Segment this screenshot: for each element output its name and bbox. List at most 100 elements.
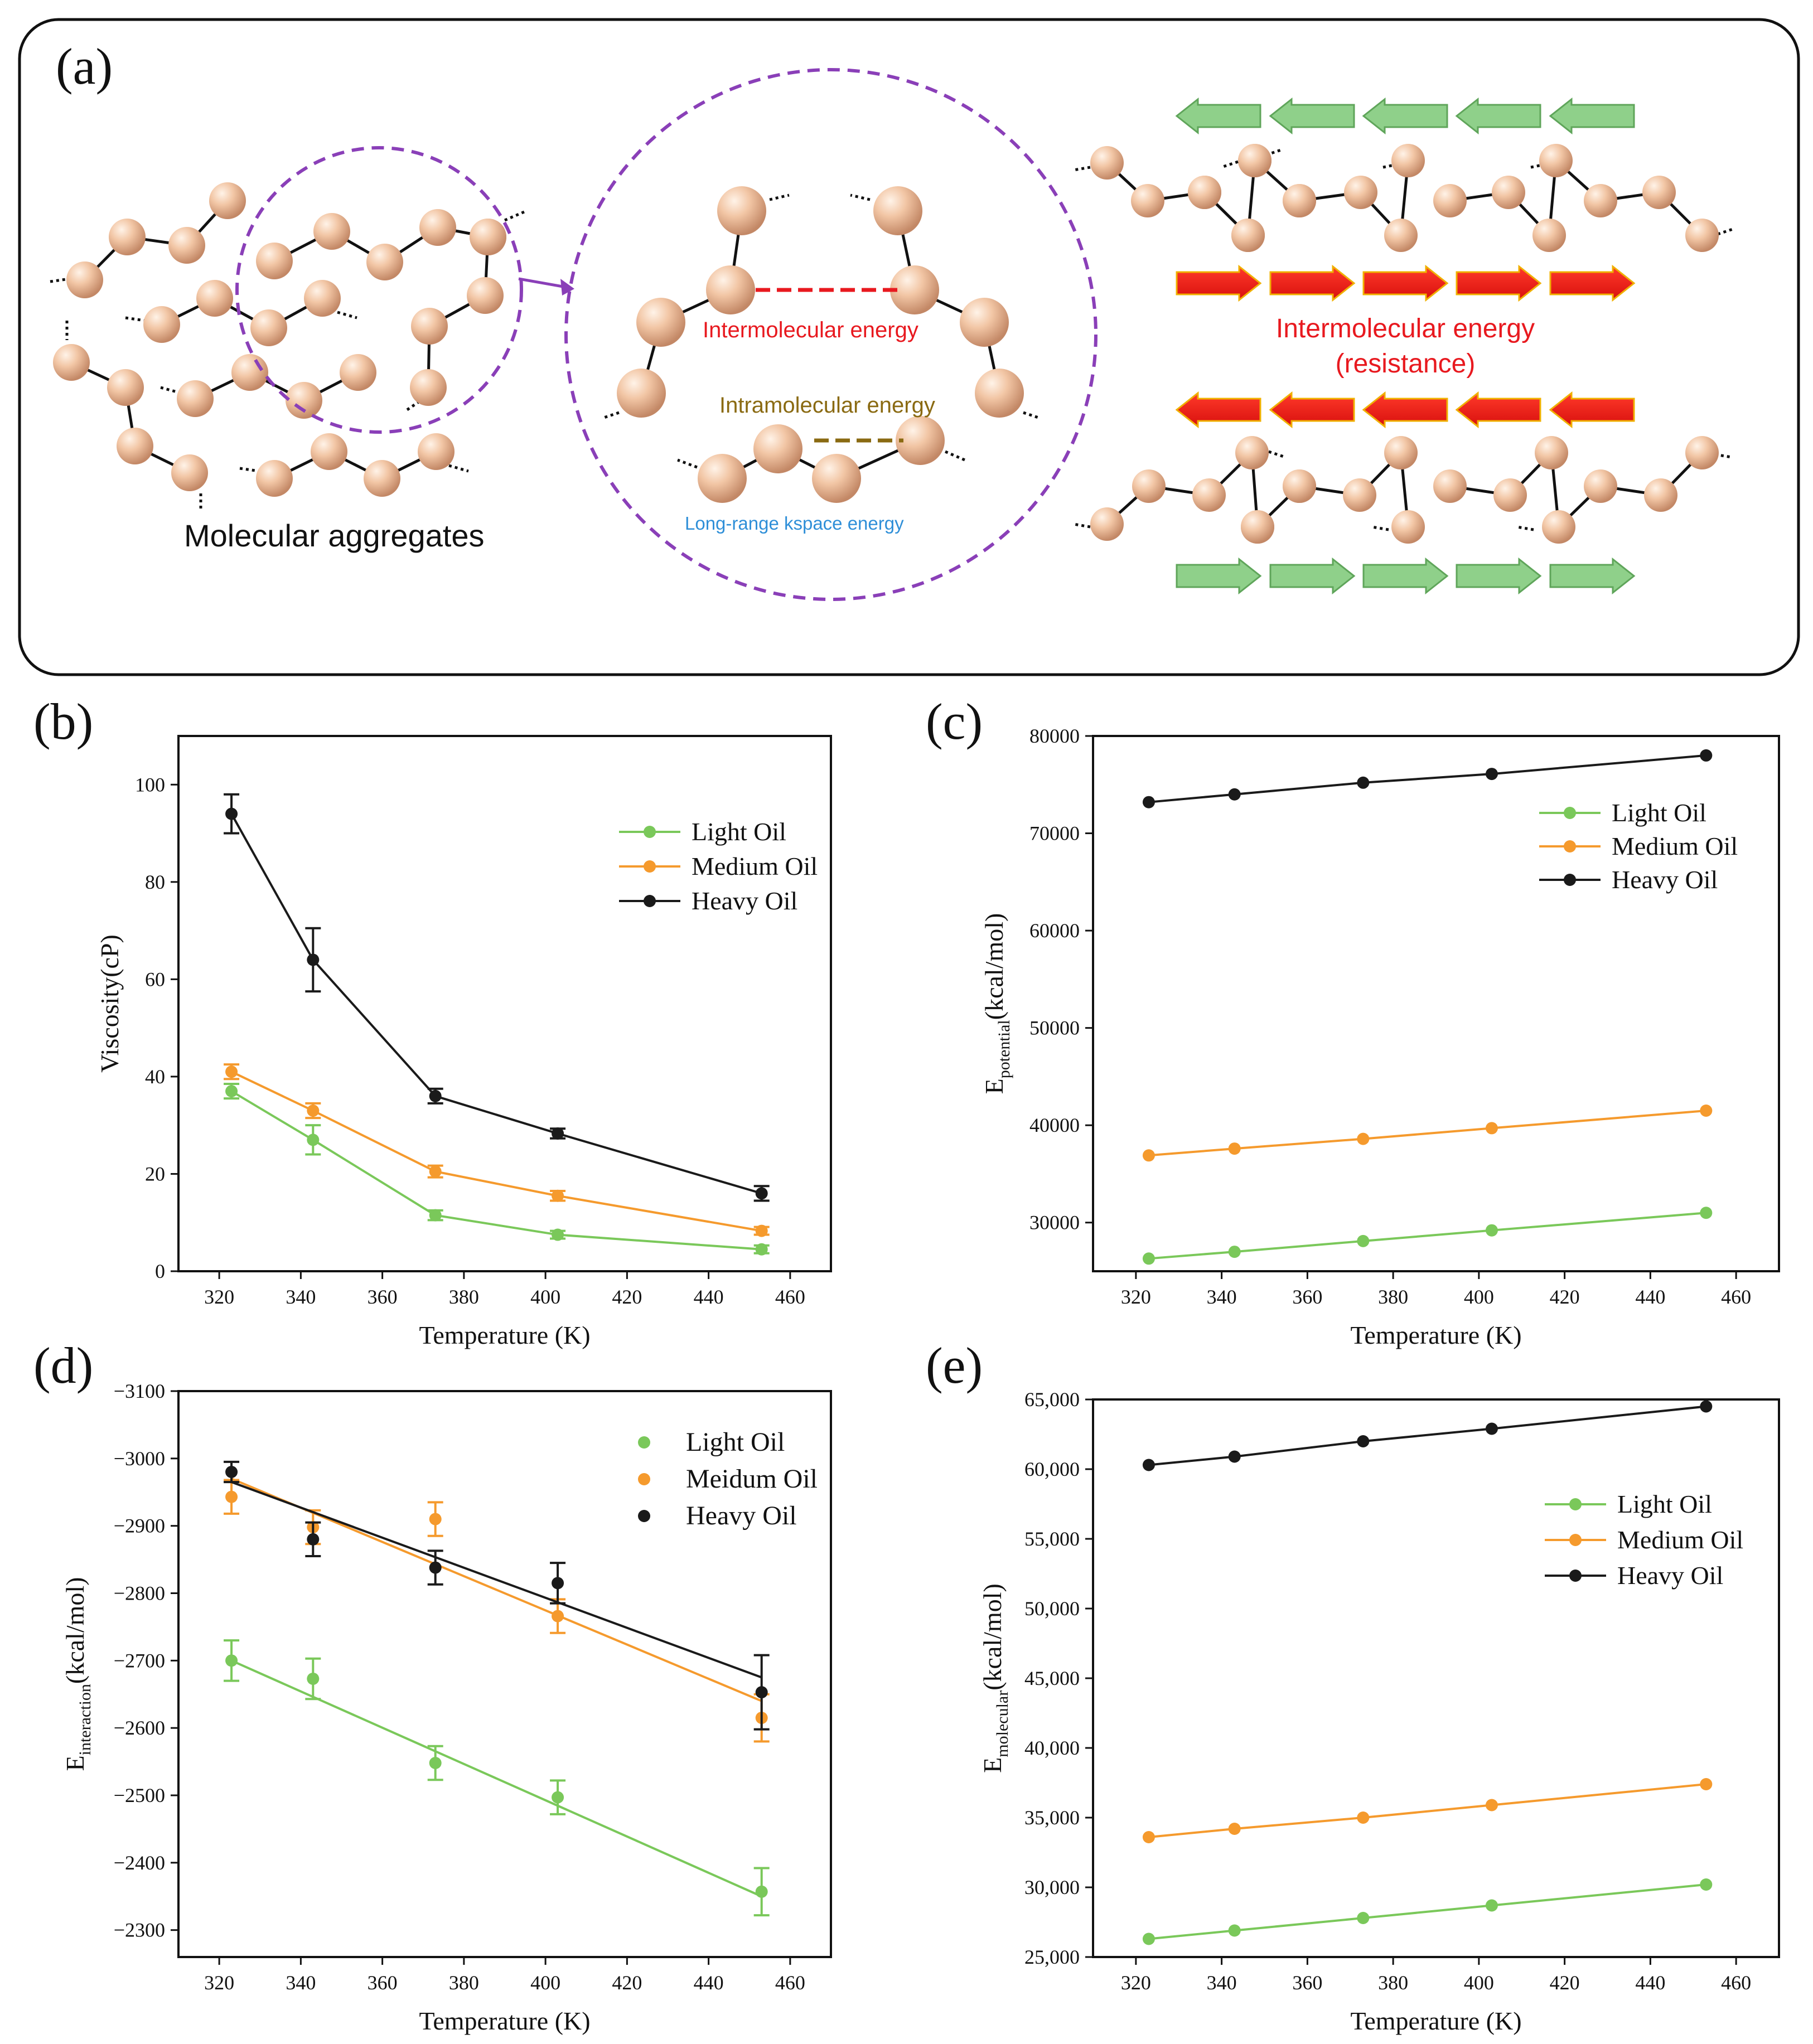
x-tick-label: 340 xyxy=(1207,1286,1237,1308)
x-tick-label: 400 xyxy=(530,1286,560,1308)
data-point xyxy=(429,1757,442,1769)
series-line xyxy=(231,1071,762,1232)
legend-marker xyxy=(1564,840,1576,853)
data-point xyxy=(1228,1924,1241,1937)
x-tick-label: 440 xyxy=(1635,1972,1665,1994)
series-light-oil xyxy=(1142,1878,1713,1945)
legend-item: Heavy Oil xyxy=(619,887,797,915)
atom-bead xyxy=(1433,184,1467,217)
arrow-right-green xyxy=(1269,557,1356,595)
data-point xyxy=(1357,1132,1370,1145)
atom-bead xyxy=(1532,219,1566,252)
arrow-right-green xyxy=(1456,557,1542,595)
y-tick-label: −2600 xyxy=(114,1717,165,1739)
panel-label: (c) xyxy=(926,693,983,750)
y-axis-label: Epotential(kcal/mol) xyxy=(980,913,1013,1094)
x-tick-label: 380 xyxy=(449,1972,479,1994)
legend-label: Heavy Oil xyxy=(692,887,797,915)
y-tick-label: 30000 xyxy=(1029,1212,1080,1234)
x-tick-label: 320 xyxy=(204,1286,234,1308)
x-tick-label: 460 xyxy=(775,1972,805,1994)
atom-bead xyxy=(171,454,208,491)
atom-bead xyxy=(1241,510,1274,544)
data-point xyxy=(1700,1207,1713,1219)
arrow-right-red xyxy=(1176,264,1262,302)
atom-bead xyxy=(1343,478,1376,512)
y-tick-label: 50,000 xyxy=(1024,1597,1080,1620)
legend-label: Light Oil xyxy=(692,817,786,846)
atom-bead xyxy=(1493,478,1527,512)
arrow-left-red xyxy=(1362,391,1448,429)
y-tick-label: 60 xyxy=(145,968,165,990)
x-tick-label: 360 xyxy=(1292,1972,1322,1994)
atom-bead xyxy=(896,416,945,465)
y-label-unit: (kcal/mol) xyxy=(978,1583,1007,1691)
atom-bead xyxy=(1685,436,1719,469)
atom-bead xyxy=(467,277,504,314)
atom-bead xyxy=(311,433,347,470)
series-heavy-oil xyxy=(1142,1400,1713,1471)
arrow-right-red xyxy=(1269,264,1356,302)
atom-bead xyxy=(1283,184,1316,217)
arrow-right-red xyxy=(1549,264,1636,302)
x-tick-label: 340 xyxy=(1207,1972,1237,1994)
data-point xyxy=(307,1672,320,1685)
data-point xyxy=(552,1228,564,1241)
atom-bead xyxy=(366,244,403,280)
chain-continuation xyxy=(1023,411,1041,420)
zoom-arrow-head xyxy=(560,279,574,296)
chain-continuation xyxy=(1371,525,1389,531)
legend-marker xyxy=(644,826,656,838)
x-tick-label: 400 xyxy=(1464,1972,1494,1994)
atom-bead xyxy=(1090,507,1124,541)
y-tick-label: 40000 xyxy=(1029,1114,1080,1136)
x-tick-label: 360 xyxy=(368,1286,398,1308)
data-point xyxy=(429,1561,442,1574)
atom-bead xyxy=(286,382,322,419)
atom-bead xyxy=(1584,469,1617,503)
data-point xyxy=(1228,1450,1241,1463)
atom-bead xyxy=(250,309,287,346)
chain-continuation xyxy=(1717,227,1735,236)
fit-line xyxy=(231,1481,762,1679)
atom-bead xyxy=(231,354,268,391)
x-tick-label: 360 xyxy=(368,1972,398,1994)
atom-bead xyxy=(196,280,233,317)
legend-item: Heavy Oil xyxy=(638,1501,797,1530)
data-point xyxy=(1485,1422,1498,1435)
atom-bead xyxy=(1188,176,1221,209)
atom-bead xyxy=(1539,144,1573,177)
atom-bead xyxy=(1344,176,1377,209)
y-tick-label: −2800 xyxy=(114,1582,165,1605)
atom-bead xyxy=(177,380,214,417)
legend-marker xyxy=(638,1436,650,1449)
y-tick-label: 25,000 xyxy=(1024,1946,1080,1968)
data-point xyxy=(755,1885,768,1898)
arrow-right-green xyxy=(1362,557,1449,595)
atom-bead xyxy=(209,182,246,219)
atom-bead xyxy=(698,454,747,503)
atom-bead xyxy=(364,460,400,497)
legend-marker xyxy=(644,860,656,873)
y-tick-label: 0 xyxy=(155,1260,165,1282)
y-tick-label: 20 xyxy=(145,1163,165,1185)
y-tick-label: 30,000 xyxy=(1024,1876,1080,1898)
y-tick-label: 70000 xyxy=(1029,822,1080,845)
y-tick-label: 40 xyxy=(145,1065,165,1088)
x-axis-label: Temperature (K) xyxy=(419,2007,590,2035)
y-label-main: E xyxy=(980,1078,1008,1094)
data-point xyxy=(225,1654,238,1667)
y-tick-label: 35,000 xyxy=(1024,1806,1080,1829)
zoom-arrow-line xyxy=(518,277,567,289)
x-tick-label: 440 xyxy=(694,1286,724,1308)
y-label-main: E xyxy=(61,1755,89,1771)
data-point xyxy=(552,1791,564,1804)
intramolecular-energy-label: Intramolecular energy xyxy=(719,393,935,418)
legend-item: Light Oil xyxy=(1545,1490,1712,1518)
series-light-oil xyxy=(224,1639,770,1917)
x-tick-label: 380 xyxy=(449,1286,479,1308)
legend-item: Light Oil xyxy=(619,817,786,846)
arrow-right-red xyxy=(1456,264,1542,302)
data-point xyxy=(1357,1234,1370,1247)
